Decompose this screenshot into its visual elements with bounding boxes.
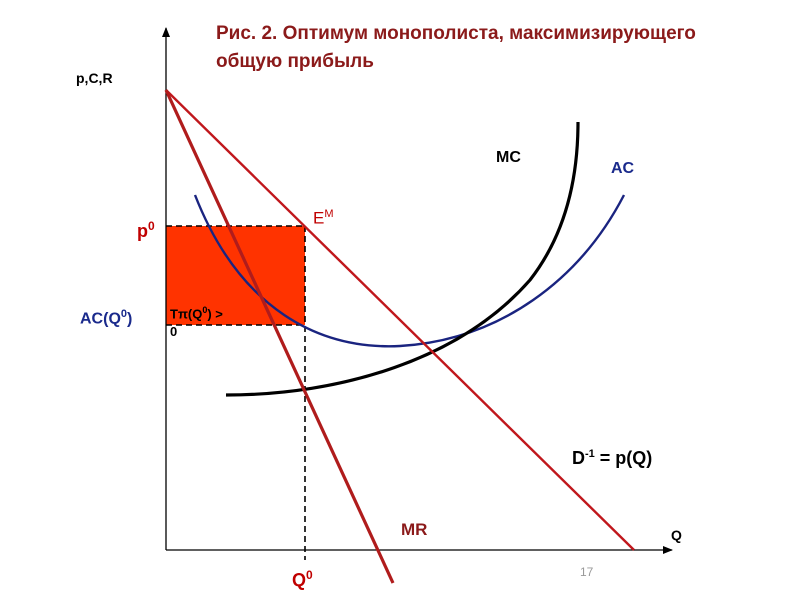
ac-at-q0-end: ) [127, 310, 133, 328]
profit-area-label-line2: 0 [170, 324, 178, 340]
equilibrium-label-text: E [313, 208, 325, 228]
profit-area-label-line1: Tπ(Q0) > [170, 300, 223, 324]
demand-curve [165, 89, 635, 551]
profit-area-label-pre: Tπ(Q [170, 306, 203, 322]
equilibrium-label-sup: M [324, 208, 334, 220]
profit-area-label-sup: 0 [202, 305, 208, 315]
price-label-text: p [137, 221, 148, 241]
mr-curve [164, 89, 395, 584]
slide-title: Рис. 2. Оптимум монополиста, максимизиру… [216, 20, 796, 76]
x-axis-label: Q [671, 527, 682, 543]
ac-at-q0-text: AC(Q [80, 310, 121, 328]
title-line-2: общую прибыль [216, 51, 374, 72]
quantity-label: Q0 [292, 568, 313, 591]
ac-curve [193, 194, 626, 348]
price-label: p0 [137, 219, 155, 242]
price-label-sup: 0 [148, 219, 155, 233]
demand-label: D-1 = p(Q) [572, 448, 652, 469]
profit-area-label: Tπ(Q0) > 0 [170, 300, 223, 342]
quantity-label-text: Q [292, 570, 307, 590]
page-number: 17 [580, 565, 594, 579]
profit-area-label-post: ) > [207, 306, 223, 322]
title-line-1: Рис. 2. Оптимум монополиста, максимизиру… [216, 23, 696, 44]
mc-curve [225, 121, 580, 397]
ac-label: AC [611, 160, 635, 177]
ac-at-q0-label: AC(Q0) [80, 308, 132, 328]
y-axis-label: p,C,R [76, 70, 113, 86]
equilibrium-label: EM [313, 208, 334, 229]
mr-label: MR [401, 520, 428, 539]
ac-at-q0-sup: 0 [120, 308, 128, 320]
demand-label-text: D-1 = p(Q) [572, 448, 653, 468]
quantity-label-sup: 0 [306, 568, 313, 582]
mc-label: MC [496, 149, 521, 166]
